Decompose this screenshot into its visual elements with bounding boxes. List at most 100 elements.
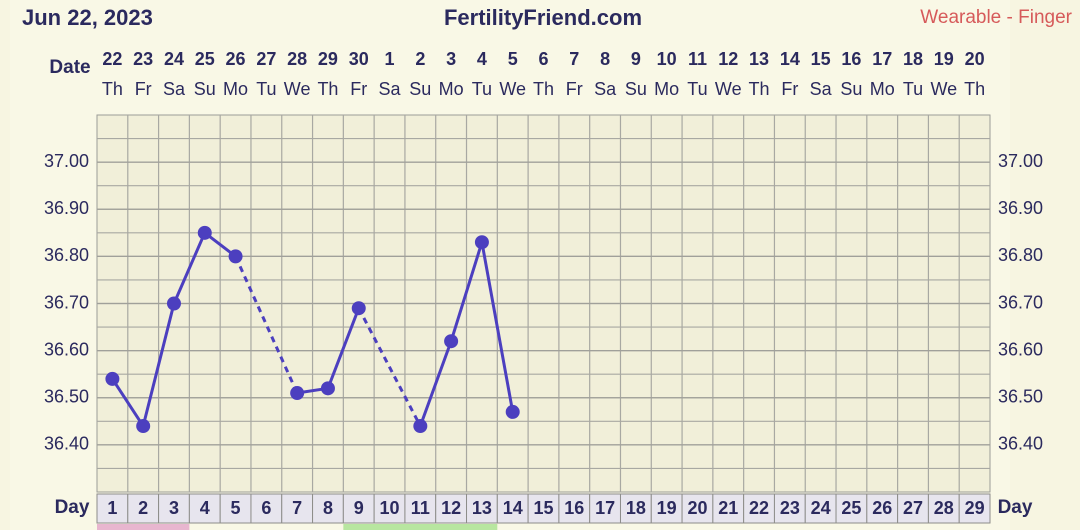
day-cell [219,493,252,524]
day-cell [897,493,929,524]
x-tick-label: 18 [626,498,646,518]
day-label: Day [998,497,1033,518]
date-label: 11 [688,49,707,69]
x-tick-label: 10 [380,498,400,518]
x-tick-label: 23 [780,498,800,518]
weekday-label: Sa [163,79,186,99]
temperature-point [197,225,212,240]
weekday-label: Th [964,79,985,99]
chart-date: Jun 22, 2023 [22,5,153,30]
day-cell [373,493,406,524]
temperature-point [136,419,151,434]
weekday-label: Tu [256,79,276,99]
date-label: 5 [508,49,518,69]
weekday-label: Mo [223,79,248,99]
day-label: Day [55,497,90,518]
weekday-label: Th [533,79,554,99]
temperature-point [320,381,335,396]
date-label: 14 [780,49,800,69]
weekday-label: Mo [870,79,895,99]
weekday-label: Th [317,79,338,99]
x-tick-label: 8 [323,498,333,518]
y2-tick-label: 36.60 [998,339,1043,359]
x-tick-label: 17 [595,498,615,518]
x-tick-label: 29 [965,498,985,518]
x-tick-label: 5 [231,498,241,518]
chart-subtitle: Wearable - Finger [920,7,1072,28]
day-cell [127,493,160,524]
x-tick-label: 3 [169,498,179,518]
weekday-label: We [499,79,526,99]
date-label: 4 [477,49,487,69]
date-label: 24 [164,49,184,69]
weekday-label: Sa [810,79,833,99]
day-cell [712,493,745,524]
temperature-point [290,386,305,401]
weekday-label: Th [102,79,123,99]
x-tick-label: 2 [138,498,148,518]
weekday-label: Tu [687,79,707,99]
y2-tick-label: 36.50 [998,387,1043,407]
x-tick-label: 22 [749,498,769,518]
weekday-label: Sa [594,79,617,99]
temperature-point [474,235,489,250]
gap-bridge [234,255,299,394]
x-tick-label: 20 [687,498,707,518]
day-cell [404,493,437,524]
y2-tick-label: 36.70 [998,292,1043,312]
weekday-label: We [284,79,311,99]
date-label: 9 [631,49,641,69]
weekday-label: Su [625,79,647,99]
date-label: 6 [538,49,548,69]
y2-tick-label: 36.40 [998,434,1043,454]
decor [97,524,190,530]
x-tick-label: 21 [718,498,738,518]
y-tick-label: 36.60 [44,339,89,359]
date-label: 25 [195,49,215,69]
date-label: 3 [446,49,456,69]
weekday-label: Su [409,79,431,99]
day-cell [650,493,683,524]
y-tick-label: 36.90 [44,198,89,218]
date-label: 29 [318,49,338,69]
day-cell [250,493,283,524]
temperature-point [444,334,459,349]
x-tick-label: 27 [903,498,923,518]
day-cell [589,493,621,524]
gap-bridge [357,307,422,427]
date-label: 2 [415,49,425,69]
date-label: 18 [903,49,923,69]
date-label: 10 [657,49,677,69]
weekday-label: Sa [379,79,402,99]
x-tick-label: 9 [354,498,364,518]
temperature-point [505,404,520,419]
day-cell [466,493,498,524]
date-label: 7 [569,49,579,69]
day-cell [527,493,560,524]
day-cell [835,493,868,524]
x-tick-label: 25 [841,498,861,518]
y-tick-label: 36.80 [44,245,89,265]
day-cell [804,493,837,524]
day-cell [96,493,129,524]
x-tick-label: 14 [503,498,523,518]
temperature-point [228,249,243,264]
day-cell [558,493,591,524]
day-cell [188,493,221,524]
date-label: 13 [749,49,769,69]
date-label: 12 [718,49,738,69]
x-tick-label: 15 [533,498,553,518]
date-label: 19 [934,49,954,69]
x-tick-label: 16 [564,498,584,518]
day-cell [958,493,991,524]
date-label: 28 [287,49,307,69]
weekday-label: Mo [439,79,464,99]
temperature-point [351,301,366,316]
day-cell [281,493,314,524]
weekday-label: Mo [654,79,679,99]
weekday-label: Fr [781,79,798,99]
date-label: Date [49,57,90,78]
x-tick-label: 1 [107,498,117,518]
day-cell [312,493,344,524]
